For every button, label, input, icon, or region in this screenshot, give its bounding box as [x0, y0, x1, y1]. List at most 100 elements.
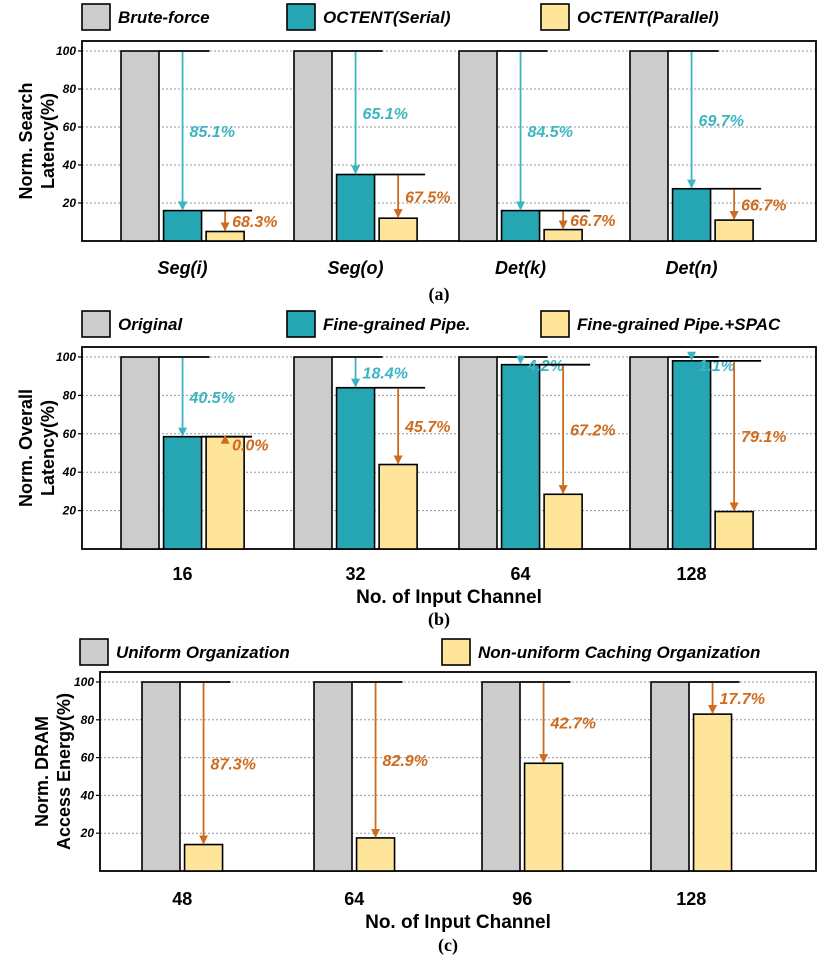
legend-swatch-yellow — [540, 310, 570, 338]
y-tick-label: 80 — [63, 82, 77, 96]
y-tick-label: 40 — [62, 158, 77, 172]
panel-caption: (c) — [438, 935, 458, 956]
legend-label: OCTENT(Serial) — [323, 8, 451, 27]
legend-swatch-teal — [286, 3, 316, 31]
y-tick-label: 60 — [63, 427, 77, 441]
bar-gray — [629, 356, 669, 550]
reduction-label: 67.2% — [570, 422, 615, 439]
bar-yellow — [378, 217, 418, 242]
y-tick-label: 20 — [80, 826, 95, 840]
x-category-label: Seg(o) — [328, 258, 384, 278]
y-tick-label: 40 — [62, 465, 77, 479]
y-tick-label: 40 — [80, 788, 95, 802]
reduction-label: 84.5% — [528, 124, 573, 141]
reduction-label: 45.7% — [404, 419, 450, 436]
bar-gray — [293, 356, 333, 550]
reduction-label: 82.9% — [383, 753, 428, 770]
reduction-label: 66.7% — [570, 213, 615, 230]
y-axis-label-line: Norm. DRAM — [32, 716, 52, 827]
x-category-label: 48 — [172, 889, 192, 909]
plot-frame — [81, 40, 817, 242]
bar-gray — [120, 356, 160, 550]
legend-swatch-gray — [81, 3, 111, 31]
y-tick-label: 80 — [81, 713, 95, 727]
legend-label: Fine-grained Pipe.+SPAC — [577, 315, 781, 334]
y-axis-label: Norm. Overall Latency(%) — [16, 389, 58, 507]
bar-gray — [313, 681, 353, 872]
y-tick-label: 100 — [74, 675, 94, 689]
bar-yellow — [205, 230, 245, 242]
bar-yellow — [378, 463, 418, 550]
legend-label: Brute-force — [118, 8, 210, 27]
bar-gray — [458, 50, 498, 242]
reduction-label: 85.1% — [190, 124, 235, 141]
reduction-label: 68.3% — [232, 214, 277, 231]
y-tick-label: 20 — [62, 196, 77, 210]
legend-label: Uniform Organization — [116, 643, 290, 662]
y-tick-label: 60 — [81, 751, 95, 765]
bar-gray — [629, 50, 669, 242]
bar-gray — [458, 356, 498, 550]
reduction-label: 17.7% — [720, 691, 765, 708]
legend-swatch-gray — [79, 638, 109, 666]
y-axis-label-line: Latency(%) — [38, 93, 58, 189]
y-axis-label: Norm. DRAM Access Energy(%) — [32, 693, 74, 850]
reduction-label: 4.2% — [527, 358, 564, 375]
bar-gray — [293, 50, 333, 242]
legend-swatch-gray — [81, 310, 111, 338]
bar-teal — [162, 209, 203, 242]
bar-gray — [141, 681, 181, 872]
reduction-label: 66.7% — [741, 197, 786, 214]
bar-yellow — [543, 228, 583, 242]
legend-label: Fine-grained Pipe. — [323, 315, 470, 334]
y-tick-label: 20 — [62, 504, 77, 518]
bar-yellow — [543, 493, 583, 550]
reduction-label: 69.7% — [699, 113, 744, 130]
x-category-label: 32 — [346, 564, 366, 584]
reduction-label: 40.5% — [189, 390, 235, 407]
y-tick-label: 60 — [63, 120, 77, 134]
bar-gray — [481, 681, 521, 872]
bar-yellow — [523, 762, 564, 872]
x-category-label: 128 — [676, 889, 706, 909]
y-tick-label: 100 — [56, 350, 76, 364]
chart-panel-2: Original Fine-grained Pipe. Fine-grained P… — [16, 310, 817, 630]
x-category-label: 128 — [677, 564, 707, 584]
plot-frame — [99, 671, 817, 872]
legend-label: Non-uniform Caching Organization — [478, 643, 760, 662]
bar-teal — [500, 363, 541, 550]
reduction-label: 65.1% — [363, 106, 408, 123]
legend-swatch-teal — [286, 310, 316, 338]
legend-swatch-yellow — [540, 3, 570, 31]
bar-yellow — [355, 837, 396, 872]
bar-gray — [120, 50, 160, 242]
y-axis-label-line: Norm. Search — [16, 82, 36, 199]
bar-teal — [335, 386, 376, 550]
y-axis-label-line: Norm. Overall — [16, 389, 36, 507]
y-axis-label: Norm. Search Latency(%) — [16, 82, 58, 199]
reduction-label: 42.7% — [550, 716, 596, 733]
bar-teal — [335, 173, 376, 242]
bar-gray — [650, 681, 690, 872]
bar-yellow — [714, 510, 754, 550]
bar-yellow — [714, 219, 754, 242]
legend-swatch-yellow — [441, 638, 471, 666]
reduction-label: 0.0% — [232, 438, 268, 455]
x-category-label: 16 — [173, 564, 193, 584]
x-category-label: 64 — [511, 564, 531, 584]
y-tick-label: 100 — [56, 44, 76, 58]
panel-caption: (a) — [429, 284, 450, 305]
y-axis-label-line: Latency(%) — [38, 400, 58, 496]
reduction-label: 67.5% — [405, 189, 450, 206]
bar-yellow — [183, 843, 224, 872]
bar-teal — [162, 435, 203, 550]
x-axis-label: No. of Input Channel — [365, 912, 551, 933]
bar-teal — [671, 360, 712, 550]
legend-label: Original — [118, 315, 184, 334]
x-category-label: Det(k) — [495, 258, 546, 278]
chart-panel-3: Uniform Organization Non-uniform Caching … — [32, 638, 817, 956]
y-axis-label-line: Access Energy(%) — [54, 693, 74, 850]
x-axis-label: No. of Input Channel — [356, 587, 542, 608]
